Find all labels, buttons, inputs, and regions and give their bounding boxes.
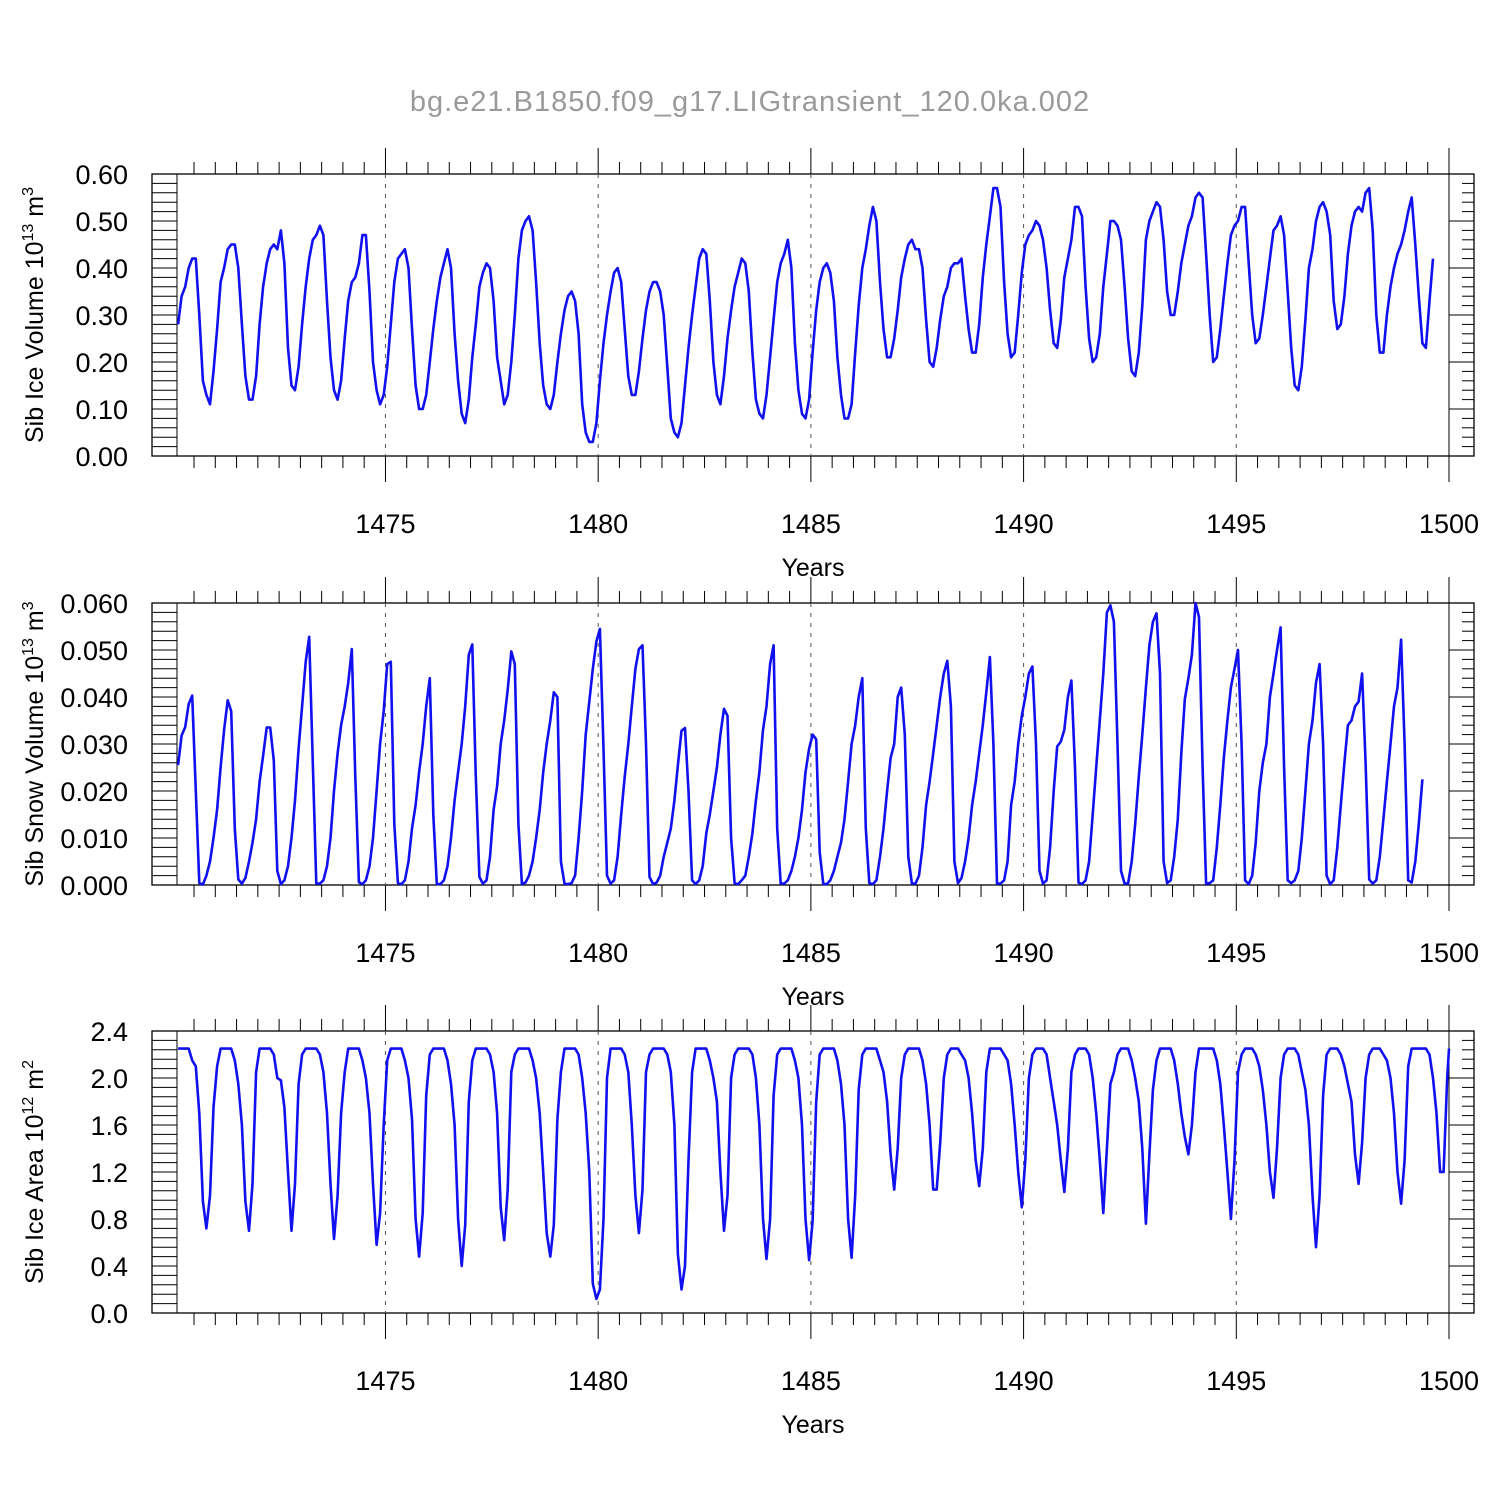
y-tick-label: 0.4 xyxy=(90,1252,128,1282)
y-tick-label: 0.030 xyxy=(60,730,128,760)
y-tick-label: 0.50 xyxy=(75,207,128,237)
x-tick-label: 1475 xyxy=(355,938,415,968)
chart-panel-3: 0.0 0.4 0.8 1.2 1.6 2.0 2.4 1475 1480 1485 1490 149… xyxy=(20,1005,1479,1439)
y-axis-title-part: Sib Ice Area 10 xyxy=(21,1114,49,1284)
figure-title: bg.e21.B1850.f09_g17.LIGtransient_120.0k… xyxy=(410,86,1090,118)
chart-panel-1: 0.00 0.10 0.20 0.30 0.40 0.50 0.60 1475 1480 1485… xyxy=(20,148,1479,582)
x-tick-label: 1490 xyxy=(994,509,1054,539)
x-tick-label: 1475 xyxy=(355,509,415,539)
y-tick-label: 0.60 xyxy=(75,160,128,190)
y-tick-label: 0.30 xyxy=(75,301,128,331)
y-axis-title: Sib Snow Volume 1013 m3 xyxy=(20,601,49,886)
x-axis-title: Years xyxy=(781,1411,844,1439)
x-tick-label: 1485 xyxy=(781,509,841,539)
x-axis-title: Years xyxy=(781,554,844,582)
y-tick-label: 0.000 xyxy=(60,871,128,901)
y-axis-title-superscript: 2 xyxy=(20,1060,37,1069)
y-axis-title-superscript: 13 xyxy=(20,638,37,656)
y-axis-title: Sib Ice Area 1012 m2 xyxy=(20,1060,49,1284)
x-axis-title: Years xyxy=(781,983,844,1011)
series-line xyxy=(176,186,1435,444)
series-line xyxy=(178,1047,1451,1301)
y-tick-label: 1.2 xyxy=(90,1158,128,1188)
x-tick-label: 1490 xyxy=(994,1366,1054,1396)
y-tick-label: 0.050 xyxy=(60,636,128,666)
x-tick-label: 1480 xyxy=(568,938,628,968)
y-axis-title: Sib Ice Volume 1013 m3 xyxy=(20,187,49,443)
y-tick-label: 0.020 xyxy=(60,777,128,807)
x-tick-label: 1480 xyxy=(568,509,628,539)
y-axis-title-superscript: 12 xyxy=(20,1097,37,1115)
chart-panel-2: 0.000 0.010 0.020 0.030 0.040 0.050 0.060 1475 1… xyxy=(20,577,1479,1011)
y-axis-title-part: Sib Snow Volume 10 xyxy=(21,656,49,887)
y-tick-label: 0.060 xyxy=(60,589,128,619)
x-tick-label: 1480 xyxy=(568,1366,628,1396)
y-axis-title-superscript: 3 xyxy=(20,601,37,610)
x-tick-label: 1475 xyxy=(355,1366,415,1396)
series-line xyxy=(176,601,1424,886)
x-tick-label: 1495 xyxy=(1206,1366,1266,1396)
y-axis-title-part: Sib Ice Volume 10 xyxy=(21,241,49,443)
y-tick-label: 2.0 xyxy=(90,1064,128,1094)
x-tick-label: 1490 xyxy=(994,938,1054,968)
y-axis-title-superscript: 13 xyxy=(20,224,37,242)
x-tick-label: 1485 xyxy=(781,938,841,968)
x-tick-label: 1485 xyxy=(781,1366,841,1396)
y-tick-label: 0.040 xyxy=(60,683,128,713)
y-tick-label: 0.20 xyxy=(75,348,128,378)
y-tick-label: 0.00 xyxy=(75,442,128,472)
x-tick-label: 1495 xyxy=(1206,938,1266,968)
y-tick-label: 2.4 xyxy=(90,1017,128,1047)
y-tick-label: 0.010 xyxy=(60,824,128,854)
y-tick-label: 1.6 xyxy=(90,1111,128,1141)
y-tick-label: 0.10 xyxy=(75,395,128,425)
y-axis-title-part: m xyxy=(21,610,49,638)
y-tick-label: 0.40 xyxy=(75,254,128,284)
plot-frame xyxy=(151,173,1475,457)
plot-frame xyxy=(151,602,1475,886)
y-axis-title-part: m xyxy=(21,1069,49,1097)
x-tick-label: 1500 xyxy=(1419,509,1479,539)
y-tick-label: 0.8 xyxy=(90,1205,128,1235)
y-axis-title-part: m xyxy=(21,196,49,224)
panels: 0.00 0.10 0.20 0.30 0.40 0.50 0.60 1475 1480 1485… xyxy=(20,148,1479,1439)
x-tick-label: 1500 xyxy=(1419,1366,1479,1396)
x-tick-label: 1495 xyxy=(1206,509,1266,539)
y-tick-label: 0.0 xyxy=(90,1299,128,1329)
x-tick-label: 1500 xyxy=(1419,938,1479,968)
y-axis-title-superscript: 3 xyxy=(20,187,37,196)
